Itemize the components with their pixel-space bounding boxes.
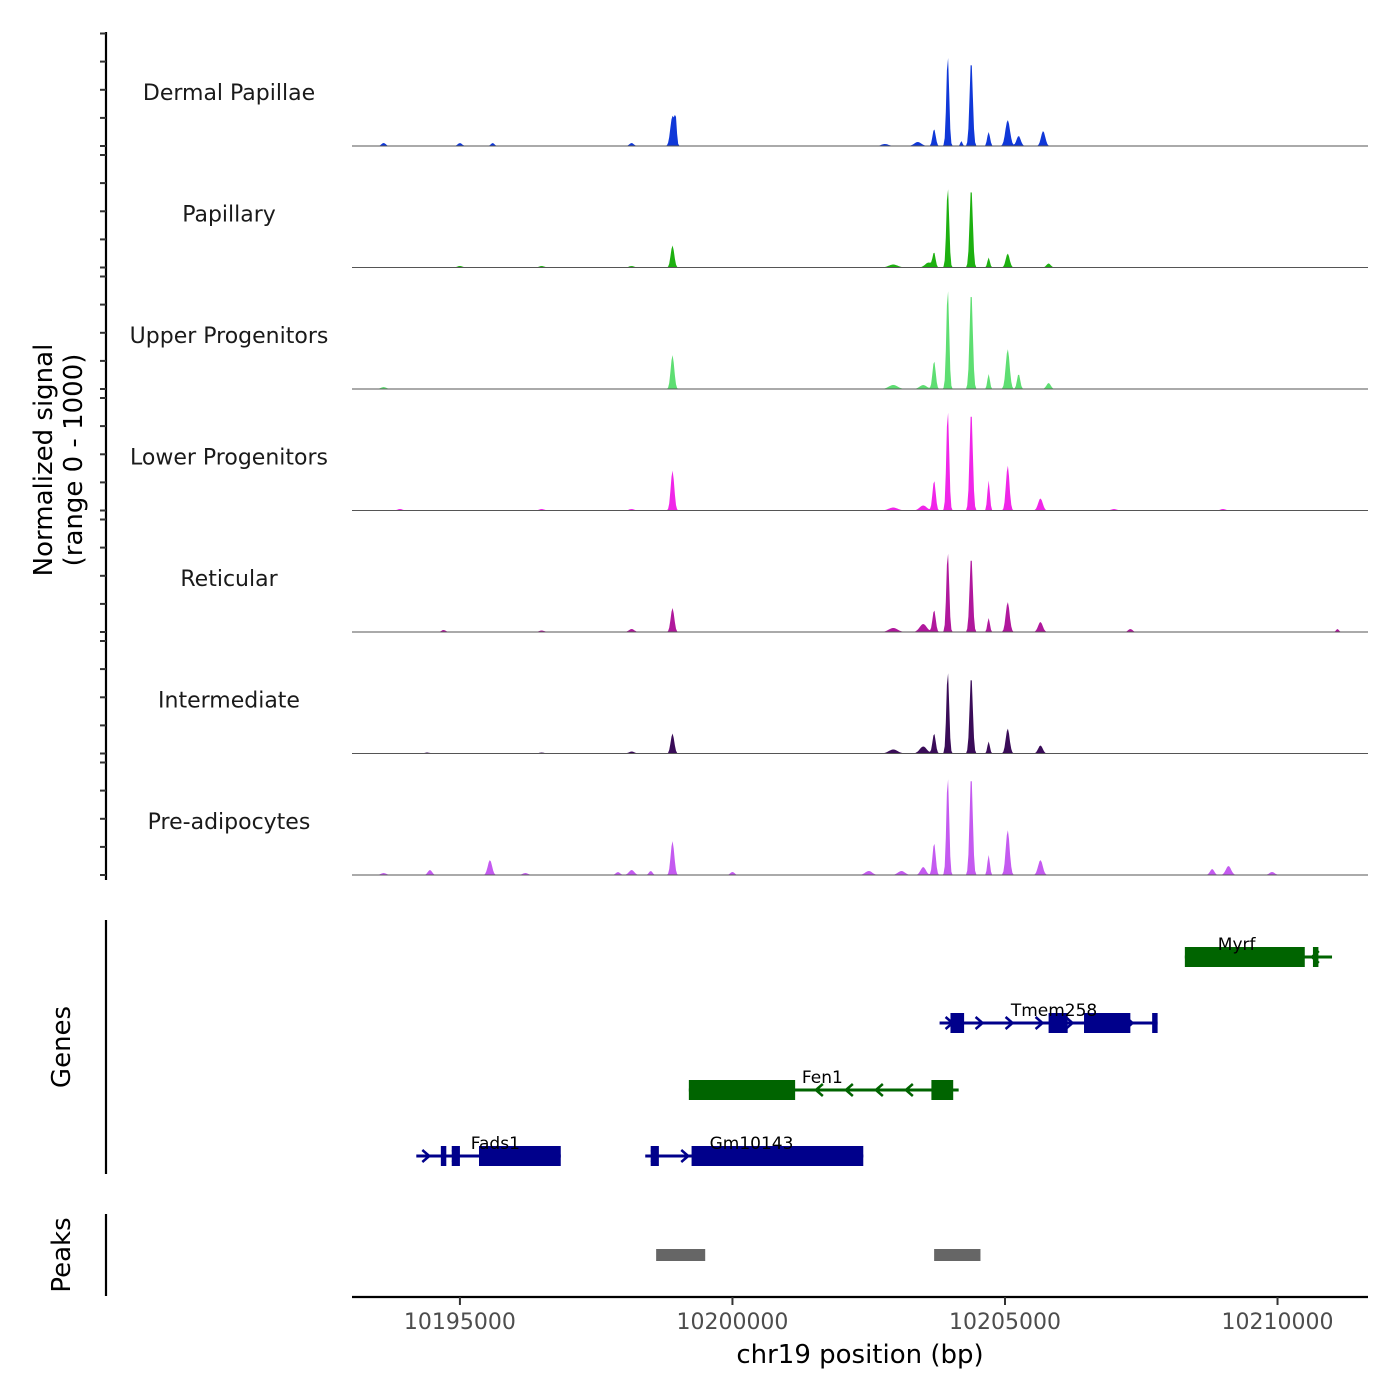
- signal-y-axis: [100, 32, 108, 880]
- gene-exon: [1152, 1013, 1158, 1033]
- signal-track: Papillary: [182, 189, 1368, 268]
- y-axis-title-line1: Normalized signal: [29, 344, 59, 577]
- gene-fads1: Fads1: [416, 1134, 561, 1166]
- signal-track: Reticular: [180, 553, 1368, 633]
- signal-track: Upper Progenitors: [130, 291, 1368, 390]
- strand-arrow-icon: [1034, 1016, 1045, 1030]
- gene-exon: [1048, 1013, 1068, 1033]
- signal-area: [352, 412, 1368, 511]
- strand-arrow-icon: [1004, 1016, 1015, 1030]
- signal-area: [352, 58, 1368, 146]
- signal-track: Lower Progenitors: [130, 412, 1368, 511]
- gene-tmem258: Tmem258: [939, 1001, 1158, 1033]
- gene-exon: [1084, 1013, 1131, 1033]
- peak-region: [656, 1249, 706, 1261]
- y-axis-title-line2: (range 0 - 1000): [59, 354, 89, 567]
- gene-exon: [950, 1013, 965, 1033]
- signal-tracks: Dermal Papillae Papillary Upper Progenitor…: [130, 58, 1368, 876]
- gene-label: Myrf: [1218, 935, 1257, 955]
- signal-area: [352, 553, 1368, 632]
- x-tick-label: 10195000: [404, 1310, 516, 1335]
- gene-fen1: Fen1: [688, 1068, 959, 1100]
- track-label: Pre-adipocytes: [148, 810, 311, 835]
- signal-area: [352, 779, 1368, 875]
- signal-area: [352, 189, 1368, 268]
- strand-arrow-icon: [421, 1149, 432, 1163]
- signal-area: [352, 291, 1368, 389]
- gene-exon: [1184, 947, 1305, 967]
- peak-region: [934, 1249, 981, 1261]
- gene-exon: [650, 1146, 659, 1166]
- track-label: Intermediate: [158, 689, 300, 714]
- x-axis-ticks: 10195000 10200000 10205000 10210000: [404, 1297, 1334, 1335]
- track-label: Papillary: [182, 203, 276, 228]
- gene-exon: [931, 1080, 954, 1100]
- strand-arrow-icon: [873, 1083, 884, 1097]
- gene-myrf: Myrf: [1184, 935, 1333, 967]
- track-label: Lower Progenitors: [130, 446, 328, 471]
- signal-y-axis-title: Normalized signal (range 0 - 1000): [29, 344, 89, 577]
- gene-annotations: Myrf Tmem258 Fen1 Fads1 Gm10143: [416, 935, 1333, 1166]
- signal-track: Pre-adipocytes: [148, 779, 1368, 876]
- strand-arrow-icon: [843, 1083, 854, 1097]
- gene-label: Gm10143: [710, 1134, 794, 1154]
- gene-exon: [440, 1146, 447, 1166]
- signal-area: [352, 673, 1368, 754]
- gene-exon: [691, 1146, 864, 1166]
- gene-label: Fads1: [471, 1134, 520, 1154]
- gene-exon: [451, 1146, 460, 1166]
- strand-arrow-icon: [903, 1083, 914, 1097]
- gene-gm10143: Gm10143: [645, 1134, 864, 1166]
- strand-arrow-icon: [813, 1083, 824, 1097]
- peaks-panel-label: Peaks: [47, 1217, 77, 1292]
- track-label: Upper Progenitors: [130, 324, 329, 349]
- signal-track: Intermediate: [158, 673, 1368, 754]
- peak-regions: [656, 1249, 981, 1261]
- strand-arrow-icon: [974, 1016, 985, 1030]
- gene-exon: [1312, 947, 1319, 967]
- strand-arrow-icon: [680, 1149, 691, 1163]
- track-label: Dermal Papillae: [143, 81, 315, 106]
- gene-exon: [688, 1080, 796, 1100]
- genes-panel-label: Genes: [47, 1006, 77, 1088]
- gene-label: Fen1: [802, 1068, 843, 1088]
- gene-label: Tmem258: [1010, 1001, 1097, 1021]
- strand-arrow-icon: [1064, 1016, 1075, 1030]
- x-tick-label: 10200000: [676, 1310, 788, 1335]
- gene-exon: [479, 1146, 561, 1166]
- x-axis-title: chr19 position (bp): [736, 1340, 983, 1370]
- x-tick-label: 10210000: [1222, 1310, 1334, 1335]
- x-tick-label: 10205000: [949, 1310, 1061, 1335]
- track-label: Reticular: [180, 567, 278, 592]
- signal-track: Dermal Papillae: [143, 58, 1368, 147]
